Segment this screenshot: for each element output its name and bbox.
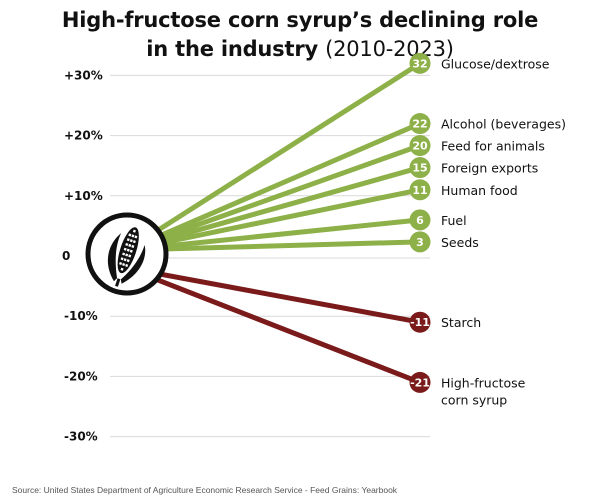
corn-kernel	[128, 233, 132, 237]
category-label: Human food	[441, 183, 518, 198]
category-label: Alcohol (beverages)	[441, 117, 566, 132]
corn-kernel	[128, 254, 132, 258]
source-note: Source: United States Department of Agri…	[12, 485, 398, 495]
y-tick-label: +30%	[64, 68, 103, 82]
series-line	[126, 265, 421, 385]
title-line-2-text: in the industry	[146, 37, 318, 61]
category-label: Feed for animals	[441, 139, 545, 154]
corn-kernel	[128, 243, 132, 247]
value-badge	[409, 135, 431, 157]
value-badge	[409, 209, 431, 231]
y-tick-label: -10%	[64, 309, 98, 323]
corn-kernel	[125, 253, 129, 257]
y-tick-label: +10%	[64, 189, 103, 203]
corn-kernel	[126, 248, 130, 252]
value-badge	[409, 52, 431, 74]
category-label: Seeds	[441, 235, 479, 250]
value-badge-label: 3	[416, 236, 424, 249]
corn-kernel	[119, 261, 123, 265]
corn-kernel	[134, 235, 138, 239]
value-badge	[409, 113, 431, 135]
corn-kernel	[120, 267, 124, 271]
title-years: (2010-2023)	[325, 37, 454, 61]
corn-kernel	[132, 229, 136, 233]
series-line	[125, 61, 422, 253]
value-badge	[409, 371, 431, 393]
category-label: Starch	[441, 315, 481, 330]
value-badge-label: -21	[410, 376, 430, 389]
series-line	[126, 239, 421, 253]
corn-husk-right	[120, 245, 146, 284]
series-line	[126, 187, 421, 253]
value-badge-label: 32	[412, 57, 427, 70]
corn-kernel	[129, 249, 133, 253]
corn-stalk	[115, 278, 121, 287]
y-tick-label: 0	[62, 249, 70, 263]
category-label: Fuel	[441, 213, 467, 228]
category-label-continued: corn syrup	[441, 392, 507, 407]
category-label: Foreign exports	[441, 161, 538, 176]
corn-kernel	[126, 238, 130, 242]
title-line-2: in the industry (2010-2023)	[0, 35, 600, 64]
value-badge-label: 11	[412, 184, 427, 197]
corn-kernel	[122, 262, 126, 266]
category-label: Glucose/dextrose	[441, 56, 550, 71]
y-tick-label: +20%	[64, 129, 103, 143]
value-badge-label: -11	[410, 316, 430, 329]
value-badge-label: 22	[412, 118, 427, 131]
value-badge	[409, 157, 431, 179]
series-line	[126, 217, 421, 253]
corn-kernel	[125, 263, 129, 267]
corn-kernel	[123, 247, 127, 251]
corn-kernel	[120, 257, 124, 261]
corn-kernel	[125, 242, 129, 246]
corn-kernel	[131, 244, 135, 248]
series-line	[126, 265, 421, 325]
category-label: High-fructose	[441, 375, 526, 390]
y-tick-label: -20%	[64, 369, 98, 383]
corn-kernel	[129, 239, 133, 243]
corn-kernel	[126, 259, 130, 263]
corn-kernel	[123, 258, 127, 262]
corn-icon	[107, 227, 146, 287]
corn-husk-left	[107, 233, 122, 282]
value-badge	[409, 179, 431, 201]
series-line	[126, 165, 421, 253]
chart-title: High-fructose corn syrup’s declining rol…	[0, 6, 600, 64]
series-line	[126, 143, 421, 253]
series-line	[126, 121, 421, 253]
title-line-1: High-fructose corn syrup’s declining rol…	[61, 8, 539, 32]
corn-kernel	[122, 252, 126, 256]
value-badge-label: 15	[412, 162, 427, 175]
value-badge	[409, 231, 431, 253]
corn-kernel	[132, 240, 136, 244]
corn-kernel	[131, 234, 135, 238]
value-badge-label: 6	[416, 214, 424, 227]
value-badge	[409, 311, 431, 333]
y-tick-label: -30%	[64, 430, 98, 444]
value-badge-label: 20	[412, 140, 428, 153]
